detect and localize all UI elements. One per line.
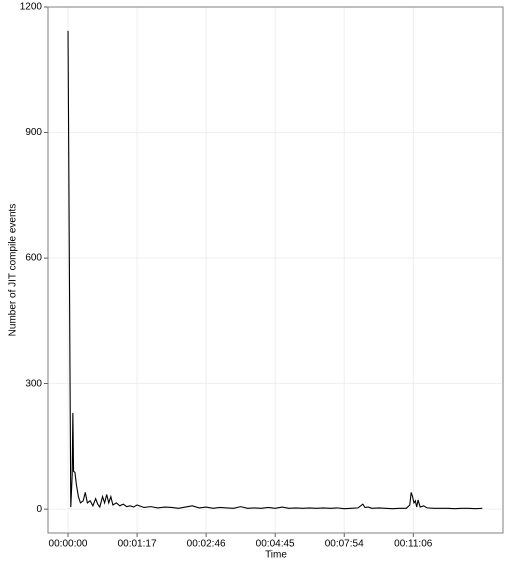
y-tick-label: 600 [25, 253, 42, 264]
y-axis-title: Number of JIT compile events [8, 204, 19, 337]
plot-border [47, 6, 504, 534]
data-line [67, 30, 483, 510]
x-tick-label: 00:00:00 [49, 539, 88, 550]
y-tick-label: 1200 [20, 2, 43, 13]
x-axis-title: Time [265, 550, 287, 561]
y-tick-label: 900 [25, 127, 42, 138]
x-tick-label: 00:01:17 [118, 539, 157, 550]
x-tick-label: 00:07:54 [325, 539, 364, 550]
x-tick-label: 00:04:45 [256, 539, 295, 550]
y-tick-label: 300 [25, 378, 42, 389]
x-tick-label: 00:11:06 [394, 539, 433, 550]
y-tick-label: 0 [36, 504, 42, 515]
x-tick-label: 00:02:46 [187, 539, 226, 550]
